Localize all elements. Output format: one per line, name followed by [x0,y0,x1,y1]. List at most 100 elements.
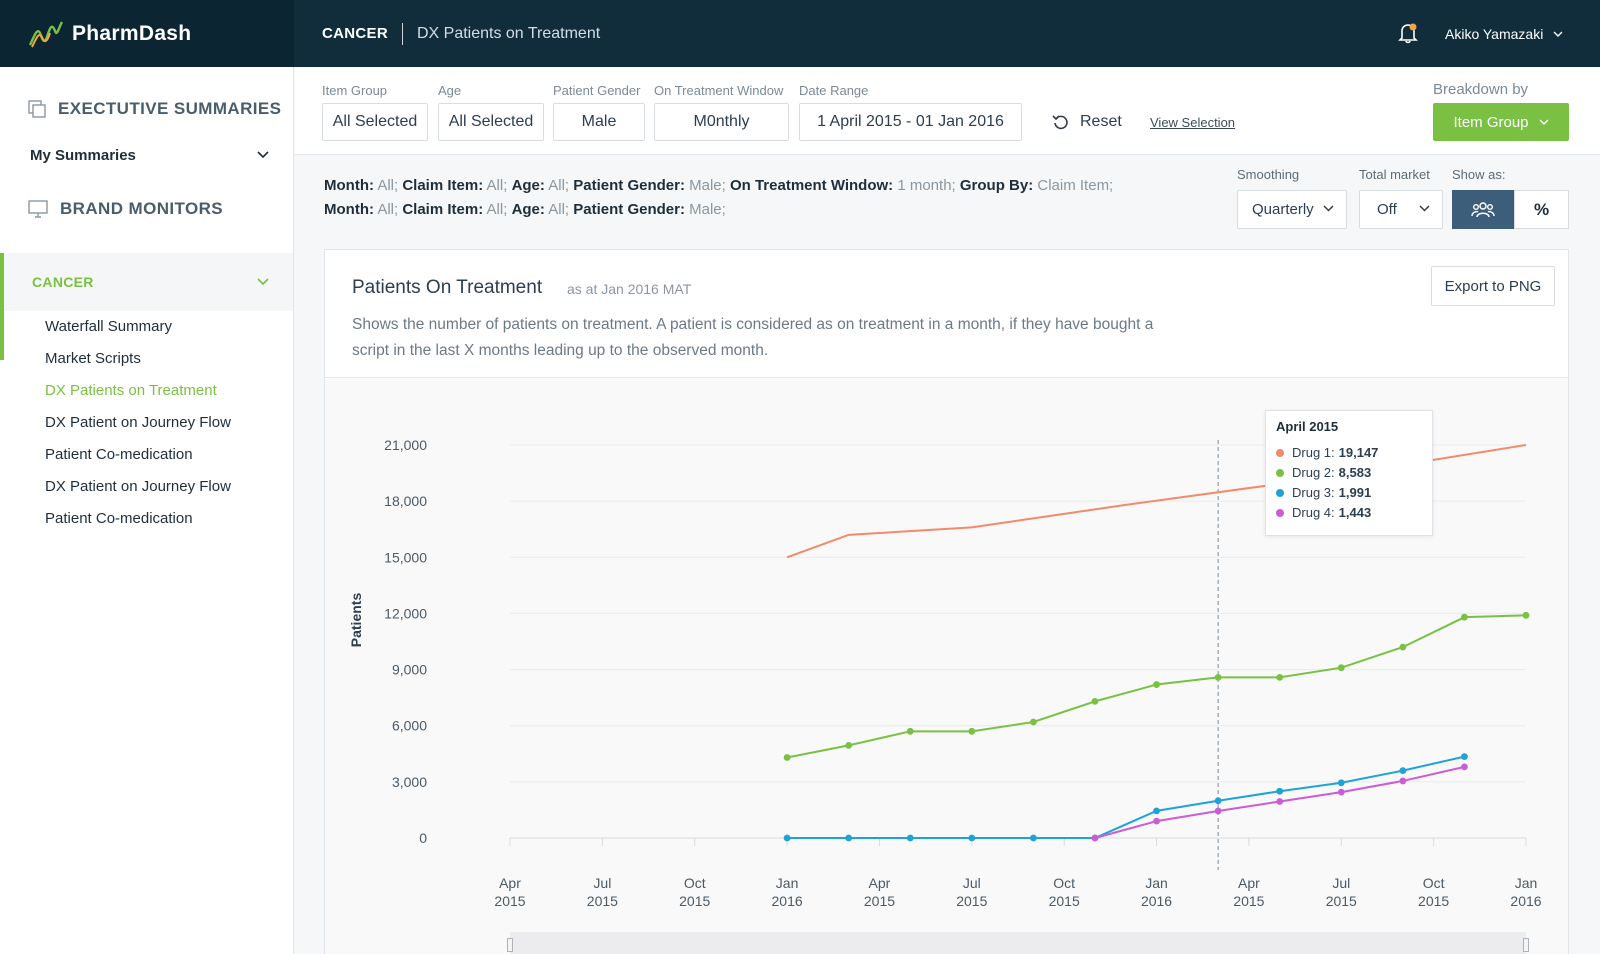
breadcrumb-section[interactable]: CANCER [322,25,388,42]
tooltip-row: Drug 1: 19,147 [1276,445,1378,460]
smoothing-select[interactable]: Quarterly [1237,190,1347,229]
treatment-window-select[interactable]: M0nthly [654,103,789,141]
summary-value: 1 month; [893,177,960,194]
summary-key: On Treatment Window: [729,177,894,194]
show-as-percent-button[interactable]: % [1514,190,1569,229]
summary-value: Male; [684,177,730,194]
breadcrumb-divider [401,22,403,45]
user-name: Akiko Yamazaki [1445,25,1544,42]
summary-value: Claim Item; [1033,177,1114,194]
summary-value: All; [373,177,403,194]
logo-icon [28,20,64,47]
tooltip-series-value: 8,583 [1338,465,1372,480]
total-market-select[interactable]: Off [1359,190,1443,229]
total-market-label: Total market [1359,167,1430,182]
date-range-picker[interactable]: 1 April 2015 - 01 Jan 2016 [799,103,1022,141]
sidebar-my-summaries-label: My Summaries [30,146,136,164]
sidebar-item-dx-patient-journey-flow-2[interactable]: DX Patient on Journey Flow [45,478,231,495]
selection-summary-line: Month: All; Claim Item: All; Age: All; P… [324,174,1113,198]
sidebar-active-group [0,298,294,360]
chevron-down-icon [1538,118,1549,125]
sidebar-item-dx-patient-journey-flow[interactable]: DX Patient on Journey Flow [45,414,231,431]
item-group-label: Item Group [322,83,388,98]
legend-dot [1276,488,1284,497]
sidebar-exec-summaries-label: EXECTUTIVE SUMMARIES [58,99,282,118]
chart-tooltip: April 2015 Drug 1: 19,147 Drug 2: 8,583 Dr… [1265,410,1433,536]
tooltip-series-name: Drug 4: [1292,505,1335,520]
user-menu[interactable]: Akiko Yamazaki [1445,0,1563,67]
age-label: Age [438,83,462,98]
sidebar-my-summaries[interactable]: My Summaries [0,137,293,173]
selection-summary: Month: All; Claim Item: All; Age: All; P… [324,174,1113,222]
sidebar-item-patient-co-medication-2[interactable]: Patient Co-medication [45,510,193,527]
range-handle-right[interactable] [1523,938,1529,952]
summary-key: Age: [511,201,545,218]
chevron-down-icon [1553,31,1563,37]
reset-icon [1052,115,1068,130]
show-as-patients-button[interactable] [1452,190,1514,229]
monitor-icon [28,200,48,218]
sidebar-item-patient-co-medication[interactable]: Patient Co-medication [45,446,193,463]
summary-value: All; [483,201,512,218]
date-range-label: Date Range [799,83,869,98]
patient-gender-select[interactable]: Male [553,103,645,141]
legend-dot [1276,508,1284,517]
selection-summary-line: Month: All; Claim Item: All; Age: All; P… [324,198,1113,222]
sidebar-section-cancer[interactable]: CANCER [0,253,293,311]
tooltip-series-value: 19,147 [1338,445,1379,460]
age-select[interactable]: All Selected [438,103,544,141]
summary-key: Patient Gender: [573,177,685,194]
view-selection-link[interactable]: View Selection [1150,114,1236,130]
patient-gender-label: Patient Gender [553,83,641,98]
breadcrumb: CANCER DX Patients on Treatment [322,0,600,67]
summary-key: Month: [324,177,374,194]
legend-dot [1276,468,1284,477]
chart-card-header: Patients On Treatment as at Jan 2016 MAT… [325,250,1568,378]
breadcrumb-page: DX Patients on Treatment [416,24,601,42]
smoothing-value: Quarterly [1252,201,1314,218]
chevron-down-icon [1323,205,1334,212]
sidebar-brand-monitors-label: BRAND MONITORS [60,199,224,218]
summary-key: Claim Item: [402,201,484,218]
chart-description: Shows the number of patients on treatmen… [352,316,1154,359]
copy-icon [28,100,46,118]
reset-button[interactable]: Reset [1052,103,1122,141]
logo[interactable]: PharmDash [0,0,294,67]
tooltip-series-name: Drug 1: [1292,445,1335,460]
tooltip-row: Drug 2: 8,583 [1276,465,1371,480]
breakdown-label: Breakdown by [1433,81,1529,98]
tooltip-series-name: Drug 2: [1292,465,1335,480]
summary-value: All; [373,201,403,218]
reset-label: Reset [1080,113,1122,130]
chart-range-scrollbar[interactable] [507,932,1529,954]
tooltip-series-value: 1,991 [1338,485,1372,500]
export-png-button[interactable]: Export to PNG [1431,266,1555,306]
tooltip-series-value: 1,443 [1338,505,1372,520]
top-bar: PharmDash CANCER DX Patients on Treatmen… [0,0,1600,67]
item-group-select[interactable]: All Selected [322,103,428,141]
breakdown-value: Item Group [1453,113,1529,131]
summary-key: Month: [324,201,374,218]
sidebar-item-waterfall-summary[interactable]: Waterfall Summary [45,318,172,335]
chevron-down-icon [257,278,269,286]
sidebar: EXECTUTIVE SUMMARIES My Summaries BRAND … [0,67,294,954]
sidebar-item-market-scripts[interactable]: Market Scripts [45,350,141,367]
sidebar-exec-summaries[interactable]: EXECTUTIVE SUMMARIES [0,87,293,131]
people-icon [1471,201,1495,217]
tooltip-title: April 2015 [1276,419,1339,434]
app-name: PharmDash [72,21,192,45]
total-market-value: Off [1377,201,1397,218]
range-handle-left[interactable] [507,938,513,952]
sidebar-section-cancer-label: CANCER [32,274,94,290]
summary-key: Patient Gender: [573,201,685,218]
summary-key: Age: [511,177,545,194]
sidebar-brand-monitors[interactable]: BRAND MONITORS [0,187,293,231]
show-as-label: Show as: [1452,167,1506,182]
sidebar-item-dx-patients-on-treatment[interactable]: DX Patients on Treatment [45,382,217,399]
tooltip-row: Drug 3: 1,991 [1276,485,1371,500]
chart-subtitle: as at Jan 2016 MAT [567,281,692,297]
breakdown-dropdown[interactable]: Item Group [1433,103,1569,141]
filter-bar: Item Group All Selected Age All Selected… [295,67,1600,155]
summary-key: Claim Item: [402,177,484,194]
bell-icon[interactable] [1398,22,1418,44]
